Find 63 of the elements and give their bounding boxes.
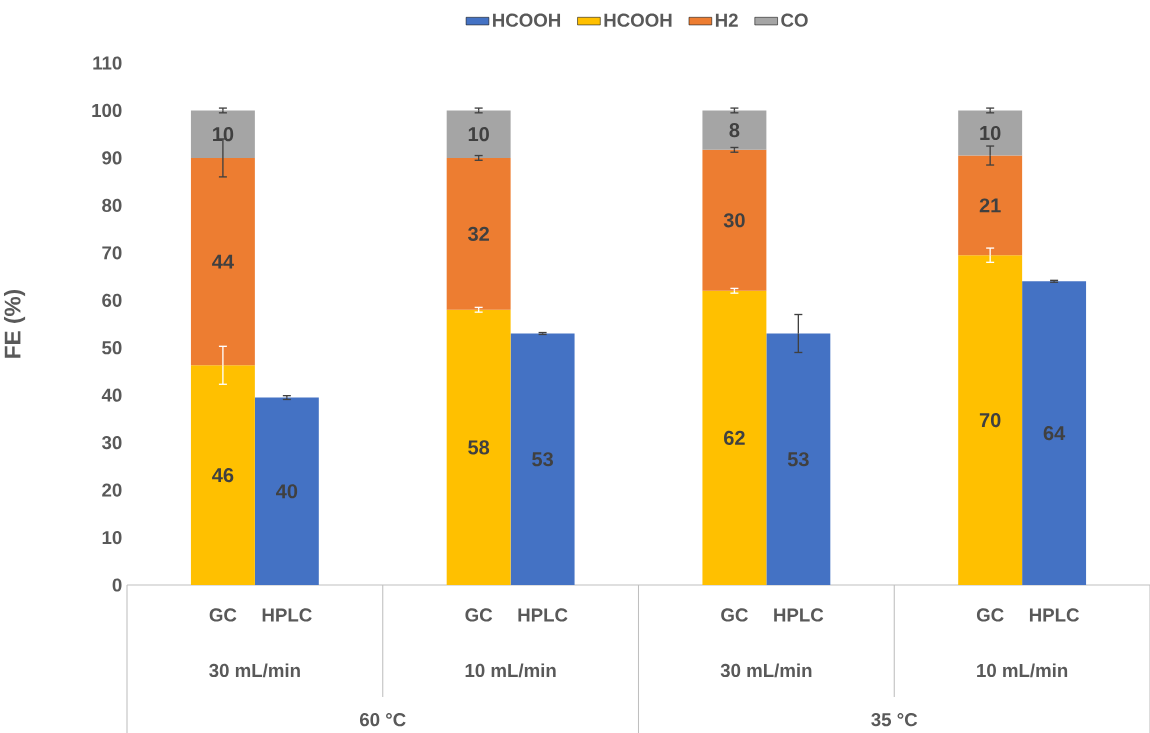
data-label: 53 — [787, 452, 809, 467]
bar — [702, 110, 767, 150]
bar — [958, 155, 1023, 256]
bar — [510, 333, 575, 585]
bar — [254, 397, 319, 585]
data-label: 21 — [979, 198, 1001, 213]
data-label: 32 — [467, 226, 489, 241]
legend-label: CO — [781, 13, 808, 27]
text: 30 mL/min — [720, 663, 812, 678]
y-tick-label: 10 — [102, 530, 122, 545]
data-label: 62 — [724, 430, 745, 445]
x-tick-label: GC — [976, 608, 1004, 622]
bar — [190, 365, 255, 585]
data-label: 70 — [979, 413, 1001, 428]
data-label: 58 — [468, 440, 490, 455]
data-label: 64 — [1043, 426, 1066, 441]
x-tick-label: HPLC — [518, 608, 568, 622]
y-axis-title: FE (%) — [3, 289, 26, 358]
y-tick-label: 80 — [102, 198, 122, 212]
data-label: 53 — [532, 452, 553, 467]
x-tick-label: GC — [465, 608, 493, 622]
y-tick-label: 90 — [102, 151, 122, 165]
x-tick-label: HPLC — [774, 608, 824, 622]
x-tick-label: GC — [721, 608, 748, 622]
y-tick-label: 110 — [93, 56, 122, 70]
y-tick-label: 30 — [101, 436, 122, 450]
data-label: 8 — [729, 123, 740, 138]
x-tick-label: GC — [209, 608, 237, 622]
y-tick-label: 0 — [112, 578, 122, 592]
data-label: 44 — [212, 254, 234, 269]
bar — [702, 290, 767, 585]
bar — [446, 309, 511, 585]
bar — [446, 110, 511, 158]
data-label: 30 — [723, 213, 745, 228]
legend-label: HCOOH — [604, 13, 672, 27]
bar — [958, 110, 1023, 156]
data-label: 10 — [468, 127, 489, 142]
bar — [446, 157, 511, 310]
text: 10 mL/min — [977, 663, 1068, 678]
legend-label: H2 — [715, 13, 738, 27]
bar — [190, 157, 255, 366]
data-label: 10 — [980, 125, 1001, 141]
text: 10 mL/min — [465, 663, 556, 678]
y-tick-label: 50 — [102, 341, 122, 355]
y-tick-label: 60 — [102, 293, 122, 307]
text: 35 °C — [871, 713, 918, 727]
data-label: 10 — [213, 127, 234, 142]
y-tick-label: 70 — [102, 246, 122, 260]
data-label: 40 — [276, 484, 298, 499]
x-tick-label: HPLC — [262, 608, 312, 622]
text: 30 mL/min — [209, 663, 300, 678]
y-tick-label: 40 — [101, 388, 122, 402]
data-label: 46 — [212, 468, 234, 483]
bar — [766, 333, 831, 585]
y-tick-label: 20 — [102, 483, 122, 497]
y-tick-label: 100 — [92, 103, 122, 118]
bar — [1022, 281, 1087, 585]
bar — [190, 110, 255, 158]
x-tick-label: HPLC — [1029, 608, 1079, 622]
text: 60 °C — [359, 713, 406, 727]
bar — [702, 149, 767, 291]
bar — [958, 255, 1023, 585]
legend-label: HCOOH — [493, 13, 561, 27]
